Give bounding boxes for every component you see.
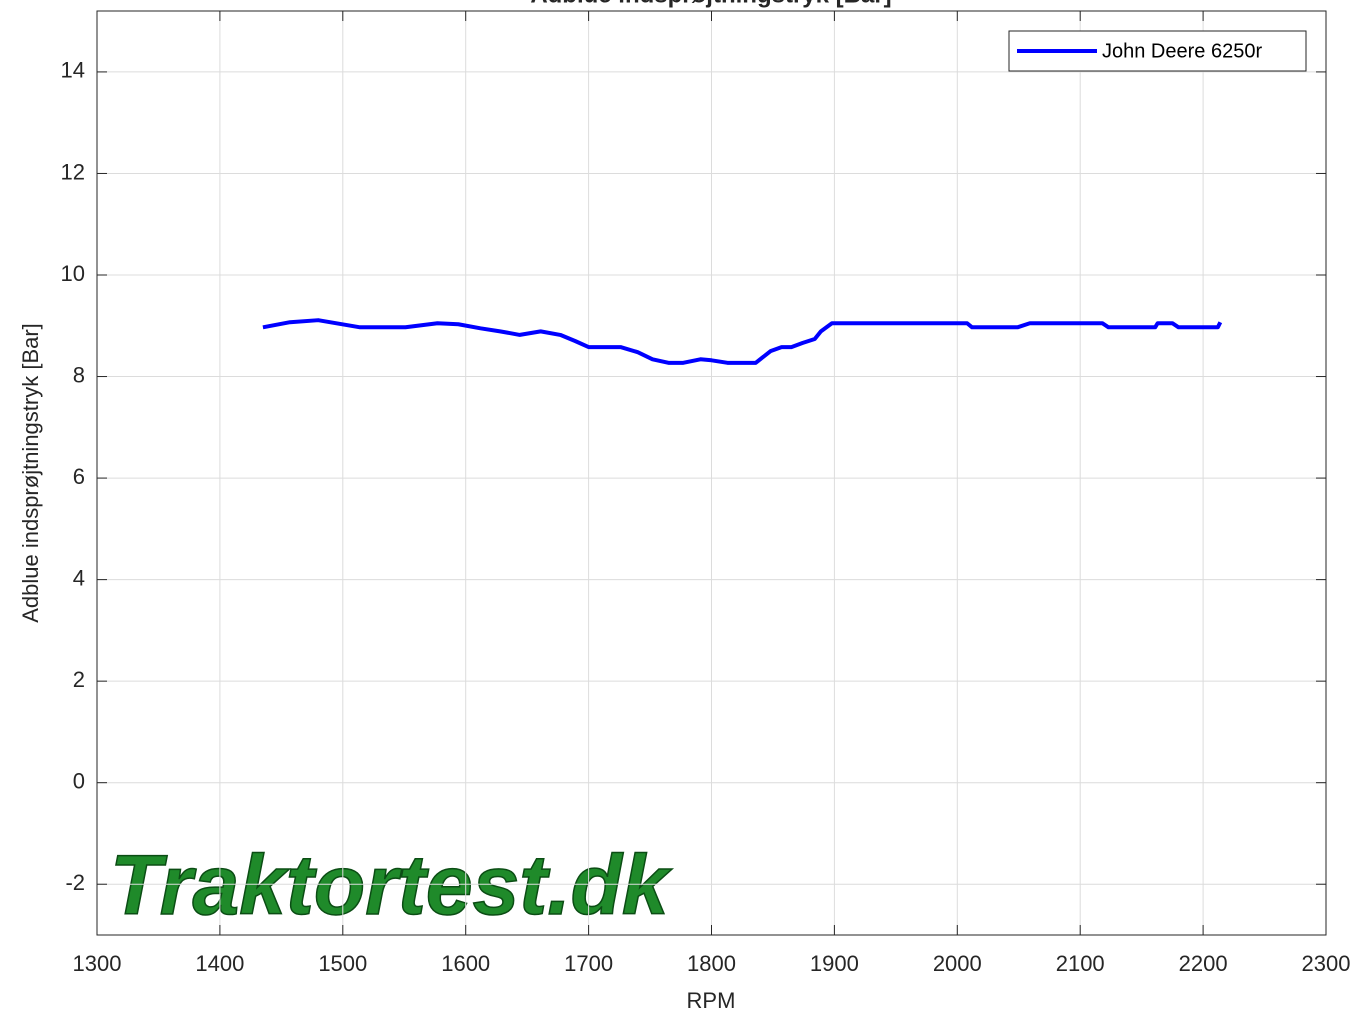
x-tick-label: 2100 xyxy=(1056,951,1105,976)
data-line xyxy=(262,318,1223,365)
chart-title: Adblue indsprøjtningstryk [Bar] xyxy=(530,0,891,8)
watermark: Traktortest.dk xyxy=(110,838,673,932)
x-tick-label: 1500 xyxy=(318,951,367,976)
legend: John Deere 6250r xyxy=(1008,30,1307,72)
plot-frame xyxy=(96,10,1327,936)
x-tick-label: 1300 xyxy=(73,951,122,976)
y-tick-label: 0 xyxy=(73,769,85,794)
x-axis-label: RPM xyxy=(687,988,736,1013)
x-tick-label: 1800 xyxy=(687,951,736,976)
y-tick-label: -2 xyxy=(65,870,85,895)
x-tick-label: 2300 xyxy=(1302,951,1351,976)
x-tick-label: 1900 xyxy=(810,951,859,976)
y-tick-label: 2 xyxy=(73,667,85,692)
x-tick-label: 1700 xyxy=(564,951,613,976)
y-tick-label: 14 xyxy=(61,58,85,83)
x-tick-label: 1600 xyxy=(441,951,490,976)
y-tick-label: 10 xyxy=(61,261,85,286)
x-tick-label: 2000 xyxy=(933,951,982,976)
y-tick-label: 6 xyxy=(73,464,85,489)
x-tick-label: 1400 xyxy=(195,951,244,976)
y-tick-label: 12 xyxy=(61,159,85,184)
y-axis-label: Adblue indsprøjtningstryk [Bar] xyxy=(18,323,43,623)
legend-label: John Deere 6250r xyxy=(1102,40,1262,62)
x-tick-label: 2200 xyxy=(1179,951,1228,976)
y-tick-label: 4 xyxy=(73,565,85,590)
y-tick-label: 8 xyxy=(73,362,85,387)
